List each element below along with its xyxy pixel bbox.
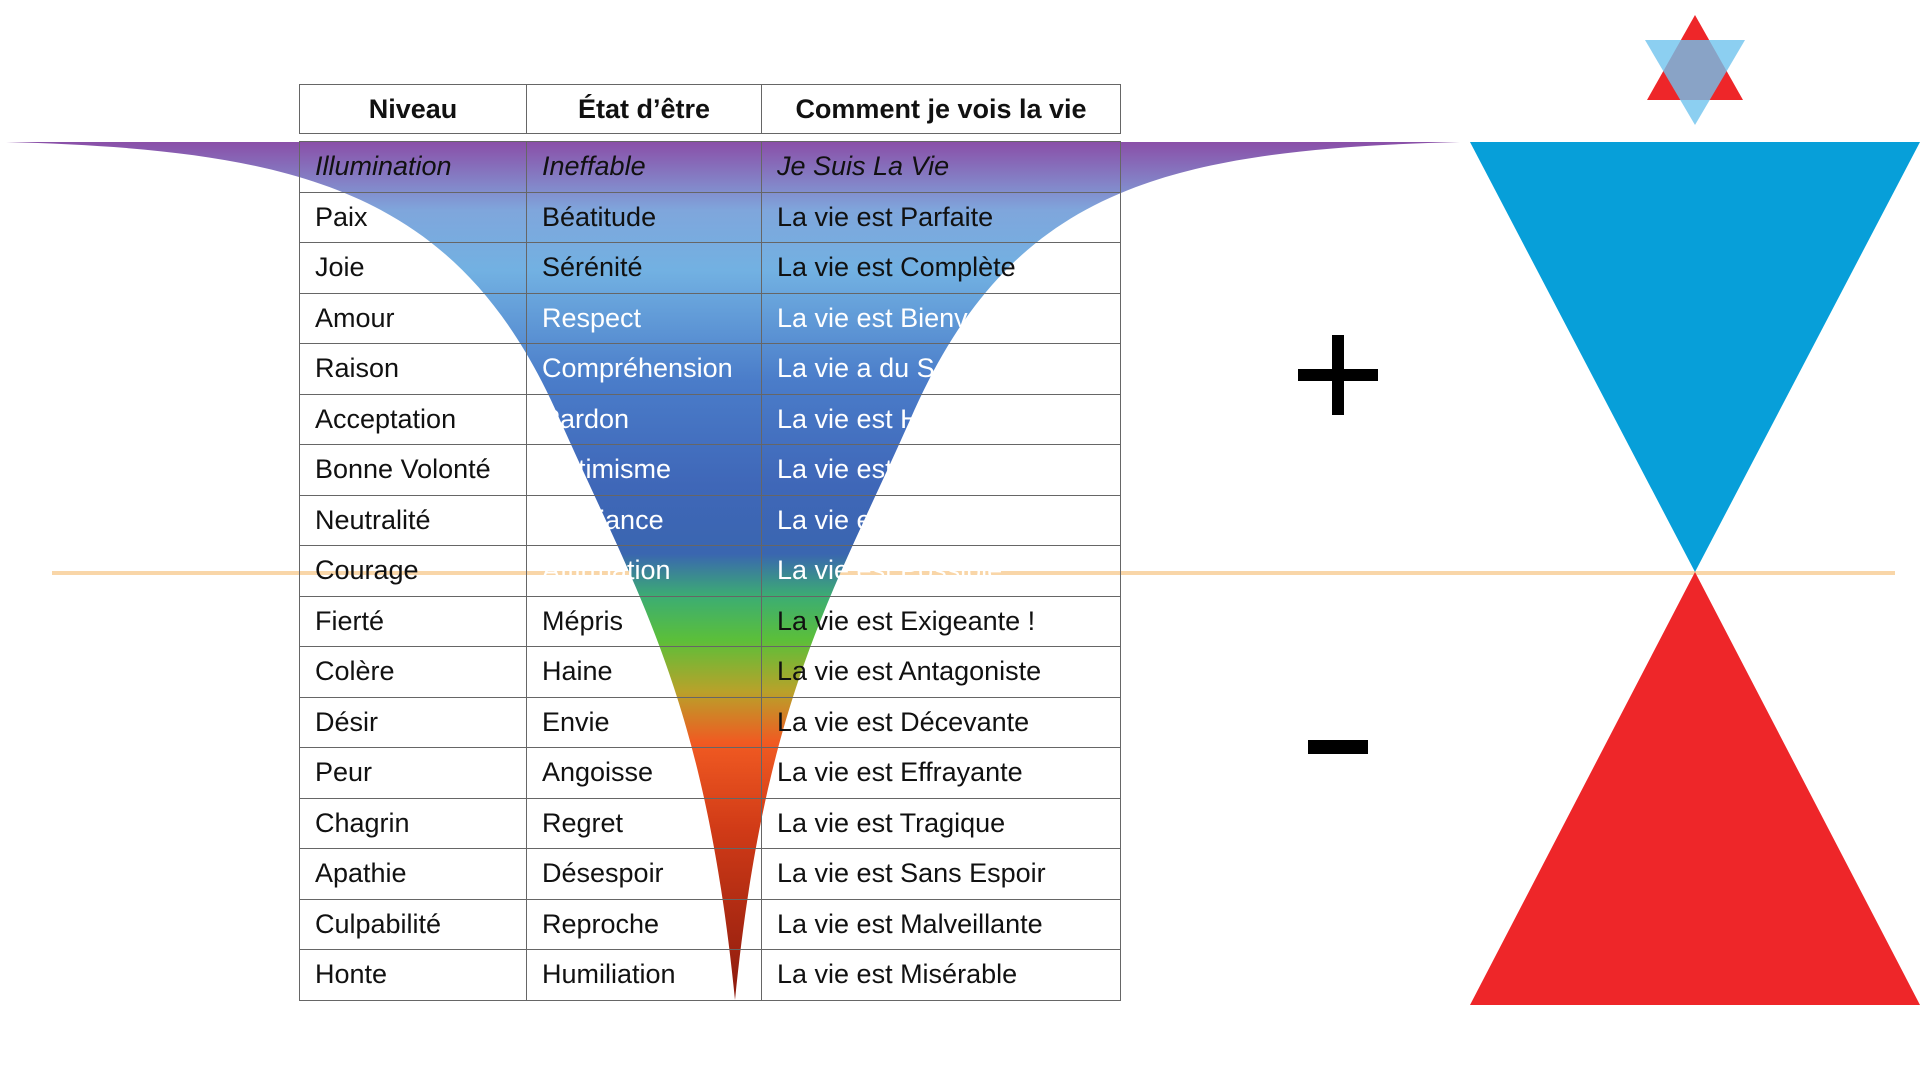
minus-bar: [1308, 740, 1368, 754]
cell-niveau: Illumination: [299, 141, 527, 193]
table-row: Chagrin Regret La vie est Tragique: [299, 797, 1121, 849]
cell-vie: La vie est Satisfaisante: [761, 494, 1121, 546]
table-row: Acceptation Pardon La vie est Harmonieuse: [299, 393, 1121, 445]
table-row: Fierté Mépris La vie est Exigeante !: [299, 595, 1121, 647]
table-row: Illumination Ineffable Je Suis La Vie: [299, 141, 1121, 193]
cell-niveau: Neutralité: [299, 494, 527, 546]
table-row: Paix Béatitude La vie est Parfaite: [299, 191, 1121, 243]
cell-etat: Compréhension: [526, 343, 762, 395]
lower-triangle-red: [1470, 572, 1920, 1005]
table-row: Désir Envie La vie est Décevante: [299, 696, 1121, 748]
cell-etat: Sérénité: [526, 242, 762, 294]
cell-niveau: Honte: [299, 949, 527, 1001]
table-row: Courage Affirmation La vie est Possible: [299, 545, 1121, 597]
cell-vie: La vie est Effrayante: [761, 747, 1121, 799]
cell-vie: La vie est Harmonieuse: [761, 393, 1121, 445]
cell-niveau: Joie: [299, 242, 527, 294]
table-row: Joie Sérénité La vie est Complète: [299, 242, 1121, 294]
cell-niveau: Apathie: [299, 848, 527, 900]
cell-niveau: Fierté: [299, 595, 527, 647]
star-down-triangle: [1645, 40, 1745, 125]
cell-etat: Désespoir: [526, 848, 762, 900]
header-niveau: Niveau: [299, 84, 527, 134]
table-row: Amour Respect La vie est Bienveillante: [299, 292, 1121, 344]
plus-bar-vertical: [1332, 335, 1344, 415]
table-row: Bonne Volonté Optimisme La vie est Pleine …: [299, 444, 1121, 496]
cell-etat: Pardon: [526, 393, 762, 445]
cell-etat: Angoisse: [526, 747, 762, 799]
table-row: Colère Haine La vie est Antagoniste: [299, 646, 1121, 698]
cell-etat: Envie: [526, 696, 762, 748]
cell-niveau: Acceptation: [299, 393, 527, 445]
cell-niveau: Peur: [299, 747, 527, 799]
cell-etat: Optimisme: [526, 444, 762, 496]
header-vie: Comment je vois la vie: [761, 84, 1121, 134]
cell-vie: La vie a du Sens: [761, 343, 1121, 395]
cell-niveau: Amour: [299, 292, 527, 344]
table-row: Neutralité Confiance La vie est Satisfaisa…: [299, 494, 1121, 546]
cell-vie: La vie est Possible: [761, 545, 1121, 597]
cell-vie: La vie est Complète: [761, 242, 1121, 294]
cell-etat: Haine: [526, 646, 762, 698]
table-gap-row: [299, 133, 1121, 142]
cell-vie: La vie est Antagoniste: [761, 646, 1121, 698]
cell-vie: La vie est Parfaite: [761, 191, 1121, 243]
cell-niveau: Chagrin: [299, 797, 527, 849]
table-header-row: Niveau État d’être Comment je vois la vi…: [299, 84, 1121, 134]
cell-etat: Béatitude: [526, 191, 762, 243]
cell-etat: Humiliation: [526, 949, 762, 1001]
cell-niveau: Courage: [299, 545, 527, 597]
cell-etat: Mépris: [526, 595, 762, 647]
cell-vie: La vie est Sans Espoir: [761, 848, 1121, 900]
positive-sign: [1295, 330, 1385, 420]
cell-etat: Affirmation: [526, 545, 762, 597]
cell-vie: La vie est Bienveillante: [761, 292, 1121, 344]
cell-etat: Ineffable: [526, 141, 762, 193]
table-row: Honte Humiliation La vie est Misérable: [299, 949, 1121, 1001]
table-body: Illumination Ineffable Je Suis La Vie Paix B…: [299, 133, 1121, 1001]
cell-etat: Respect: [526, 292, 762, 344]
table-row: Peur Angoisse La vie est Effrayante: [299, 747, 1121, 799]
upper-triangle-blue: [1470, 142, 1920, 572]
star-of-david-icon: [1645, 15, 1745, 125]
hourglass-triangles: [1470, 142, 1920, 1005]
cell-vie: La vie est Tragique: [761, 797, 1121, 849]
cell-etat: Reproche: [526, 898, 762, 950]
cell-vie: La vie est Pleine d’Espoir: [761, 444, 1121, 496]
cell-niveau: Culpabilité: [299, 898, 527, 950]
cell-vie: La vie est Exigeante !: [761, 595, 1121, 647]
table-row: Raison Compréhension La vie a du Sens: [299, 343, 1121, 395]
levels-table: Niveau État d’être Comment je vois la vi…: [299, 84, 1121, 1001]
cell-niveau: Colère: [299, 646, 527, 698]
cell-vie: La vie est Malveillante: [761, 898, 1121, 950]
cell-vie: Je Suis La Vie: [761, 141, 1121, 193]
cell-niveau: Paix: [299, 191, 527, 243]
cell-niveau: Raison: [299, 343, 527, 395]
negative-sign: [1308, 740, 1368, 754]
cell-vie: La vie est Décevante: [761, 696, 1121, 748]
cell-vie: La vie est Misérable: [761, 949, 1121, 1001]
cell-etat: Regret: [526, 797, 762, 849]
table-row: Apathie Désespoir La vie est Sans Espoir: [299, 848, 1121, 900]
cell-niveau: Bonne Volonté: [299, 444, 527, 496]
cell-etat: Confiance: [526, 494, 762, 546]
table-row: Culpabilité Reproche La vie est Malveillan…: [299, 898, 1121, 950]
header-etat: État d’être: [526, 84, 762, 134]
cell-niveau: Désir: [299, 696, 527, 748]
